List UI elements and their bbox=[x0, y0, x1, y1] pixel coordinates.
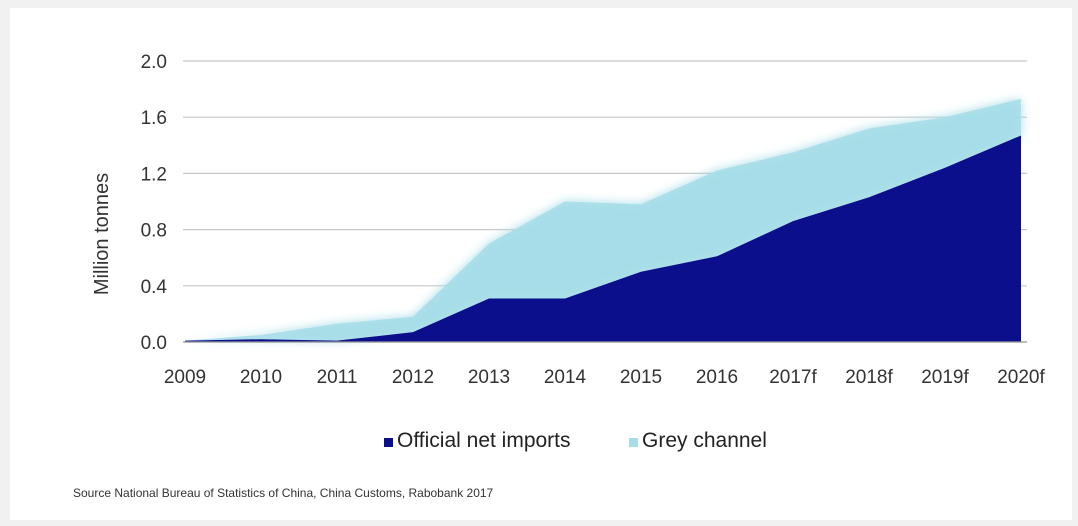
x-tick-label: 2020f bbox=[997, 367, 1045, 388]
y-tick-label: 0.8 bbox=[141, 221, 167, 242]
official-net-imports-area bbox=[185, 135, 1021, 342]
x-tick-label: 2010 bbox=[240, 367, 282, 388]
y-tick-label: 1.2 bbox=[141, 164, 167, 185]
x-tick-label: 2011 bbox=[317, 367, 358, 388]
source-note: Source National Bureau of Statistics of … bbox=[73, 486, 494, 500]
y-tick-label: 0.4 bbox=[141, 277, 168, 298]
legend-swatch bbox=[629, 438, 638, 447]
x-tick-label: 2012 bbox=[392, 367, 434, 388]
x-tick-label: 2017f bbox=[769, 367, 817, 388]
x-tick-label: 2019f bbox=[921, 367, 969, 388]
x-tick-label: 2013 bbox=[468, 367, 510, 388]
y-tick-label: 0.0 bbox=[141, 333, 167, 354]
area-chart: 0.0 0.4 0.8 1.2 1.6 2.0 2009 2010 2011 2012 2013 20… bbox=[91, 52, 1046, 452]
axes: 0.0 0.4 0.8 1.2 1.6 2.0 2009 2010 2011 2012 2013 20… bbox=[141, 52, 1046, 388]
y-axis-title: Million tonnes bbox=[91, 173, 113, 295]
x-tick-label: 2016 bbox=[696, 367, 738, 388]
legend-swatch bbox=[384, 438, 393, 447]
legend: Official net imports Grey channel bbox=[384, 429, 767, 452]
y-tick-label: 2.0 bbox=[141, 52, 167, 73]
y-tick-label: 1.6 bbox=[141, 108, 167, 129]
chart-card: 0.0 0.4 0.8 1.2 1.6 2.0 2009 2010 2011 2012 2013 20… bbox=[10, 8, 1072, 520]
x-tick-label: 2018f bbox=[845, 367, 893, 388]
grey-channel-area-core bbox=[185, 98, 1021, 341]
x-tick-label: 2009 bbox=[164, 367, 206, 388]
data-areas bbox=[185, 98, 1021, 342]
x-tick-label: 2015 bbox=[620, 367, 662, 388]
legend-label: Official net imports bbox=[397, 429, 571, 452]
x-tick-label: 2014 bbox=[544, 367, 587, 388]
legend-label: Grey channel bbox=[642, 429, 767, 452]
